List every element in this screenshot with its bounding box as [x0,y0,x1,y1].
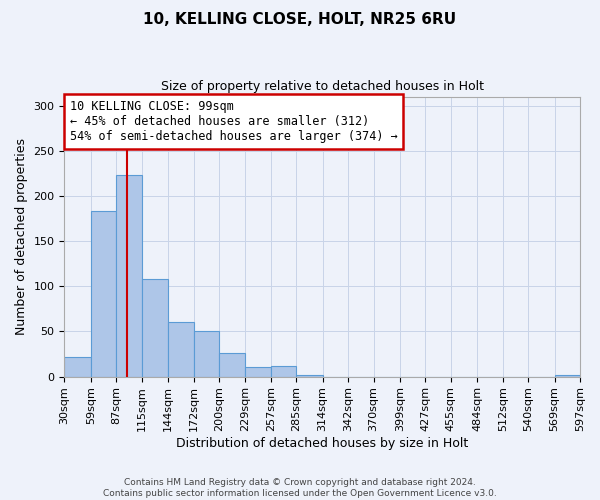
Bar [245,366,271,376]
Bar [64,357,91,376]
Title: Size of property relative to detached houses in Holt: Size of property relative to detached ho… [161,80,484,93]
Bar [194,332,219,376]
Text: Contains HM Land Registry data © Crown copyright and database right 2024.
Contai: Contains HM Land Registry data © Crown c… [103,478,497,498]
Text: 10, KELLING CLOSE, HOLT, NR25 6RU: 10, KELLING CLOSE, HOLT, NR25 6RU [143,12,457,28]
Bar [296,375,323,376]
Bar [168,322,194,376]
Bar [554,375,580,376]
Bar [219,353,245,376]
Y-axis label: Number of detached properties: Number of detached properties [15,138,28,336]
X-axis label: Distribution of detached houses by size in Holt: Distribution of detached houses by size … [176,437,469,450]
Bar [91,210,116,376]
Bar [142,279,168,376]
Text: 10 KELLING CLOSE: 99sqm
← 45% of detached houses are smaller (312)
54% of semi-d: 10 KELLING CLOSE: 99sqm ← 45% of detache… [70,100,397,142]
Bar [271,366,296,376]
Bar [116,174,142,376]
